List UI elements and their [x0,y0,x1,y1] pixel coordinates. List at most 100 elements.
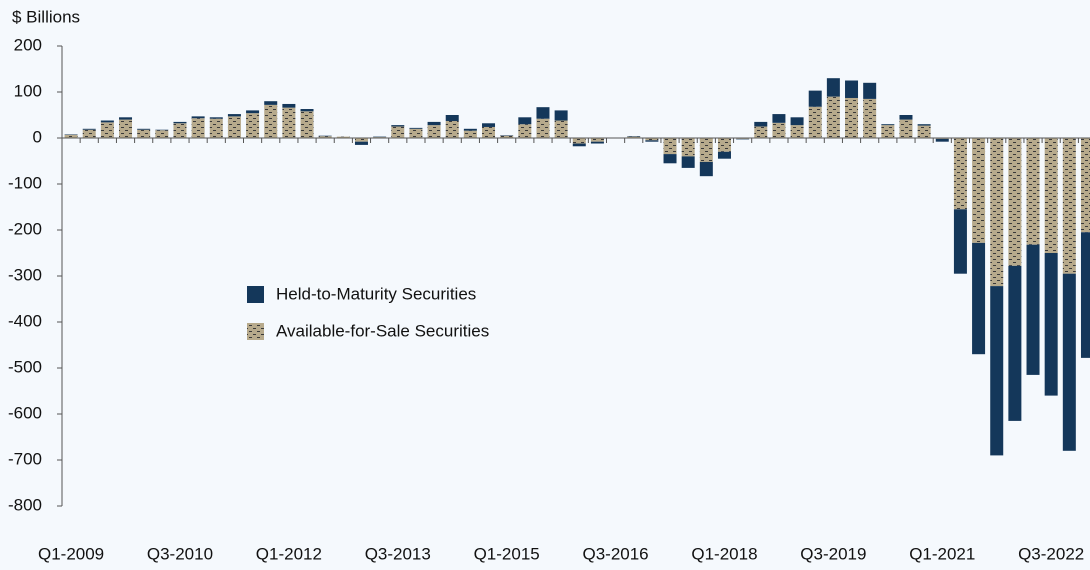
bar [427,121,441,126]
bar [663,154,677,164]
bar [209,118,223,138]
bar [935,138,949,142]
bar [863,98,877,138]
x-tick-label: Q1-2015 [474,544,540,563]
bar [1026,244,1040,375]
y-tick-label: -400 [8,311,42,330]
bar [863,82,877,99]
bar [1062,273,1076,451]
bar [518,124,532,138]
x-tick-label: Q1-2009 [38,544,104,563]
bar [536,118,550,138]
bar [772,122,786,138]
bar [409,128,423,138]
bar [1044,253,1058,396]
bar [754,126,768,138]
y-tick-label: -300 [8,265,42,284]
bar [391,126,405,138]
bar [300,109,314,112]
bar [881,125,895,138]
bar [917,125,931,138]
bar [990,286,1004,456]
x-tick-label: Q3-2013 [365,544,431,563]
bar [1008,265,1022,421]
bar [681,138,695,157]
y-tick-label: -600 [8,403,42,422]
y-tick-label: -500 [8,357,42,376]
bar [590,138,604,142]
bar [536,107,550,119]
bar [572,138,586,144]
bar [445,120,459,138]
bar [1080,232,1090,358]
bar [445,115,459,121]
bar [155,130,169,138]
bar [64,134,78,138]
y-axis-title: $ Billions [12,7,80,26]
bar [427,125,441,138]
x-tick-label: Q1-2021 [909,544,975,563]
y-tick-label: 100 [14,81,42,100]
bar [808,90,822,107]
bar [953,209,967,274]
legend-label: Held-to-Maturity Securities [276,284,476,303]
y-tick-label: 200 [14,35,42,54]
bar [173,121,187,124]
bar [1044,138,1058,253]
bar [300,111,314,138]
bar [518,117,532,125]
x-tick-label: Q1-2012 [256,544,322,563]
bar [119,119,133,138]
bar [953,138,967,210]
bar [100,120,114,123]
legend-label: Available-for-Sale Securities [276,321,489,340]
legend-swatch [247,323,264,340]
bar [191,116,205,119]
bar [899,115,913,120]
x-tick-label: Q3-2022 [1018,544,1084,563]
bar [336,136,350,138]
bar [663,138,677,155]
bar [717,151,731,159]
bar [137,128,151,130]
bar [754,121,768,127]
legend-swatch [247,286,264,303]
bar [699,138,713,162]
bar [409,127,423,129]
bar [137,129,151,138]
bar [645,138,659,141]
bar [82,129,96,138]
bar [173,123,187,138]
y-tick-label: -700 [8,449,42,468]
bar [463,130,477,138]
bar [554,120,568,138]
bar [191,118,205,138]
bar [264,104,278,138]
bar [972,138,986,243]
bar [391,125,405,127]
bar [463,128,477,131]
y-tick-label: 0 [33,127,42,146]
bar [1080,138,1090,233]
bar [82,128,96,130]
bar [246,113,260,138]
y-tick-label: -100 [8,173,42,192]
bar [990,138,1004,287]
bar [972,242,986,355]
bar [100,122,114,138]
x-tick-label: Q3-2019 [800,544,866,563]
bar [881,124,895,126]
bar [826,78,840,97]
bar [209,117,223,119]
bar [699,161,713,177]
x-tick-label: Q3-2016 [582,544,648,563]
bar [246,110,260,114]
bar [1062,138,1076,274]
bar [899,119,913,138]
bar [717,138,731,152]
bar [808,106,822,138]
bar [264,101,278,105]
bar [482,126,496,138]
y-tick-label: -800 [8,495,42,514]
